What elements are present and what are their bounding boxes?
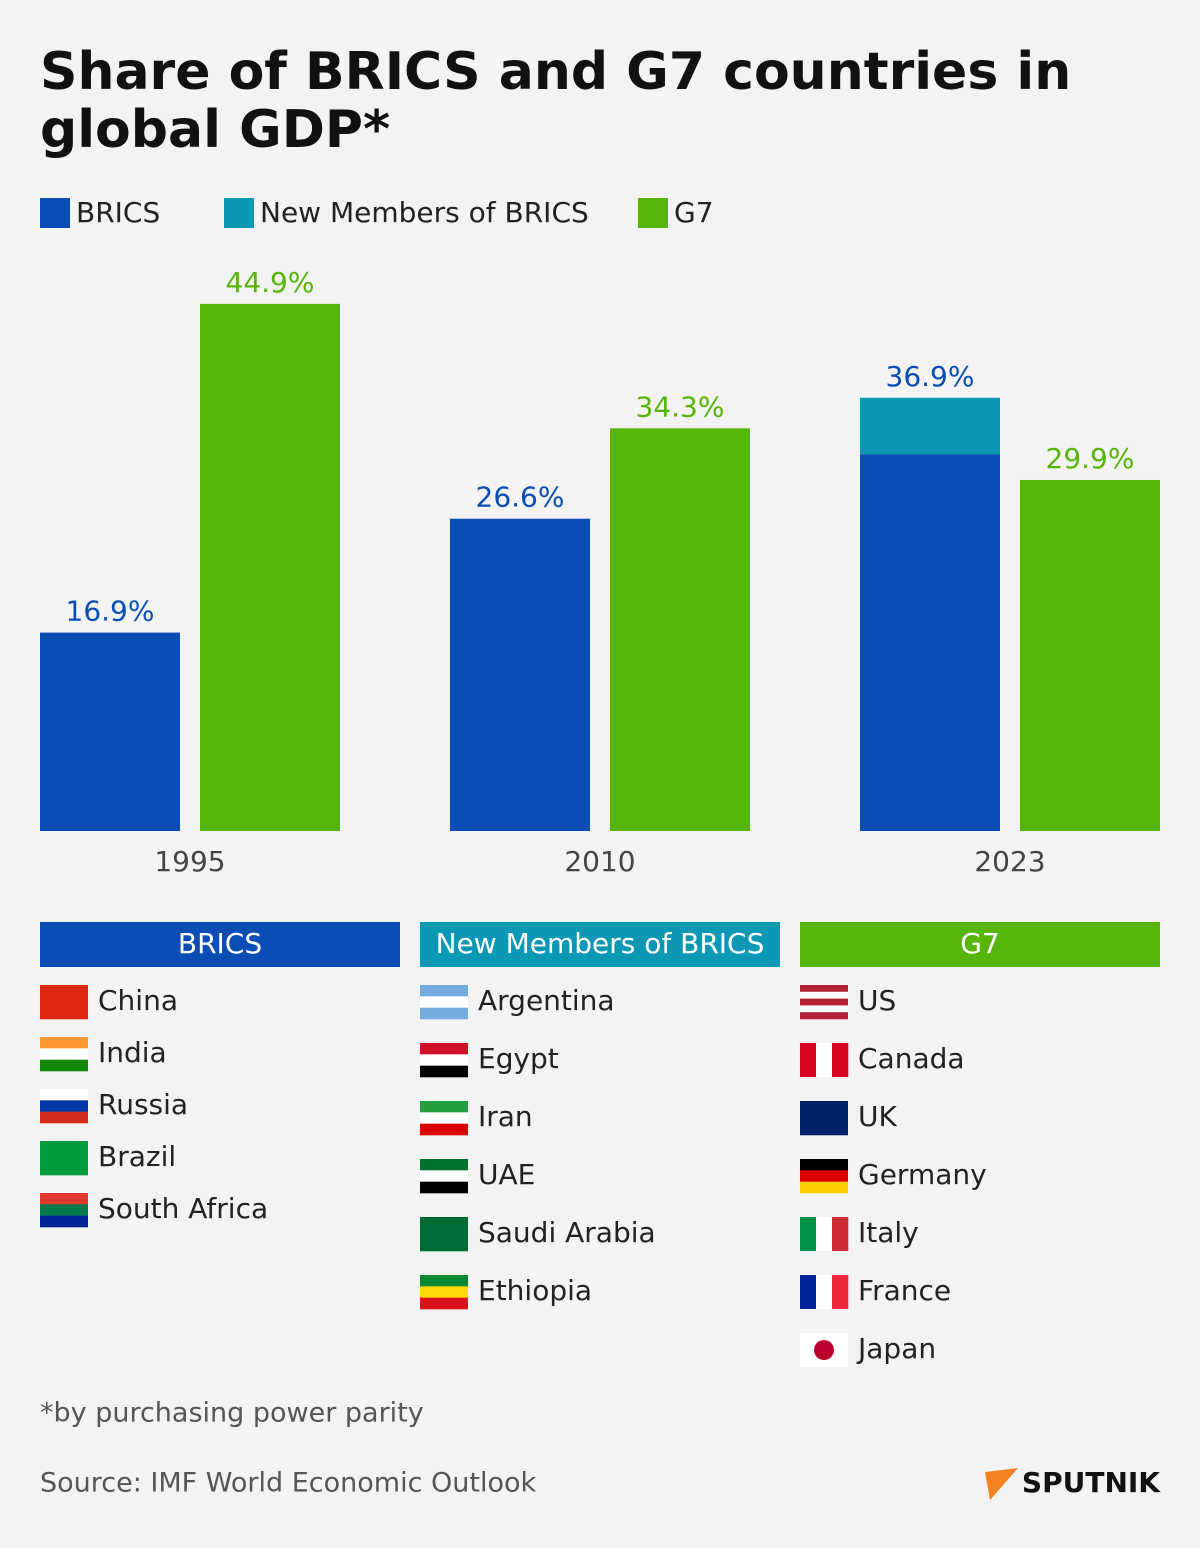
value-label: 26.6%: [476, 481, 565, 514]
list-header: [40, 922, 400, 967]
logo-icon: [985, 1468, 1018, 1500]
list-header-label: G7: [960, 927, 1000, 960]
bar: [40, 632, 180, 831]
country-name: France: [858, 1274, 951, 1307]
flag: [800, 985, 848, 993]
flag: [420, 1159, 468, 1171]
country-name: US: [858, 984, 896, 1017]
list-header: [800, 922, 1160, 967]
value-label: 29.9%: [1046, 442, 1135, 475]
country-name: Brazil: [98, 1140, 176, 1173]
flag: [800, 1181, 848, 1194]
country-name: Saudi Arabia: [478, 1216, 656, 1249]
flag: [800, 1043, 817, 1077]
value-label: 34.3%: [636, 390, 725, 423]
country-name: Argentina: [478, 984, 615, 1017]
flag: [420, 1297, 468, 1310]
flag: [420, 1275, 468, 1287]
total-label: 36.9%: [886, 360, 975, 393]
value-label: 44.9%: [226, 266, 315, 299]
footnote: *by purchasing power parity: [40, 1398, 424, 1429]
flag: [40, 1048, 88, 1060]
flag: [816, 1043, 833, 1077]
country-name: Iran: [478, 1100, 533, 1133]
legend-label: New Members of BRICS: [260, 196, 589, 229]
list-header: [420, 922, 780, 967]
flag: [420, 1054, 468, 1066]
bar: [1020, 479, 1160, 831]
flag: [420, 985, 468, 997]
flag: [40, 1037, 88, 1049]
flag: [420, 1112, 468, 1124]
flag: [816, 1275, 833, 1309]
logo: SPUTNIK: [1022, 1466, 1161, 1499]
x-tick-label: 2023: [974, 845, 1045, 878]
bar: [860, 454, 1000, 831]
flag: [420, 1286, 468, 1298]
flag: [40, 1100, 88, 1112]
flag: [814, 1340, 834, 1360]
flag: [420, 1170, 468, 1182]
flag: [800, 1159, 848, 1171]
flag: [40, 985, 88, 1020]
bar: [450, 518, 590, 831]
country-name: Ethiopia: [478, 1274, 592, 1307]
flag: [800, 1217, 817, 1251]
country-name: Italy: [858, 1216, 919, 1249]
flag: [816, 1217, 833, 1251]
flag: [40, 1059, 88, 1072]
flag: [800, 1012, 848, 1020]
flag: [40, 1111, 88, 1124]
flag: [40, 1193, 88, 1205]
flag: [800, 1275, 817, 1309]
country-name: India: [98, 1036, 167, 1069]
flag: [420, 1181, 468, 1194]
flag: [40, 1204, 88, 1216]
source: Source: IMF World Economic Outlook: [40, 1468, 537, 1499]
country-name: Japan: [856, 1332, 936, 1365]
country-name: UAE: [478, 1158, 535, 1191]
flag: [40, 1141, 88, 1176]
country-name: Russia: [98, 1088, 188, 1121]
legend-swatch: [40, 198, 70, 228]
flag: [800, 1170, 848, 1182]
value-label: 16.9%: [66, 595, 155, 628]
chart-title: Share of BRICS and G7 countries in: [40, 42, 1071, 102]
chart-title: global GDP*: [40, 100, 390, 160]
flag: [420, 1217, 468, 1252]
bar: [200, 303, 340, 831]
bar: [610, 428, 750, 831]
flag: [832, 1043, 849, 1077]
x-tick-label: 1995: [154, 845, 225, 878]
flag: [40, 1215, 88, 1228]
flag: [832, 1275, 849, 1309]
country-name: China: [98, 984, 178, 1017]
flag: [832, 1217, 849, 1251]
x-tick-label: 2010: [564, 845, 635, 878]
flag: [800, 991, 848, 999]
legend-swatch: [224, 198, 254, 228]
list-header-label: BRICS: [178, 927, 262, 960]
flag: [420, 1123, 468, 1136]
legend-label: BRICS: [76, 196, 160, 229]
country-name: South Africa: [98, 1192, 268, 1225]
flag: [800, 1005, 848, 1013]
flag: [40, 1089, 88, 1101]
list-header-label: New Members of BRICS: [436, 927, 765, 960]
flag: [420, 1065, 468, 1078]
bar: [860, 397, 1000, 455]
country-name: Canada: [858, 1042, 965, 1075]
country-name: Germany: [858, 1158, 987, 1191]
country-name: Egypt: [478, 1042, 559, 1075]
legend-swatch: [638, 198, 668, 228]
flag: [420, 996, 468, 1008]
flag: [800, 1101, 848, 1136]
flag: [420, 1007, 468, 1020]
flag: [420, 1043, 468, 1055]
legend-label: G7: [674, 196, 714, 229]
country-name: UK: [858, 1100, 897, 1133]
flag: [420, 1101, 468, 1113]
flag: [800, 998, 848, 1006]
